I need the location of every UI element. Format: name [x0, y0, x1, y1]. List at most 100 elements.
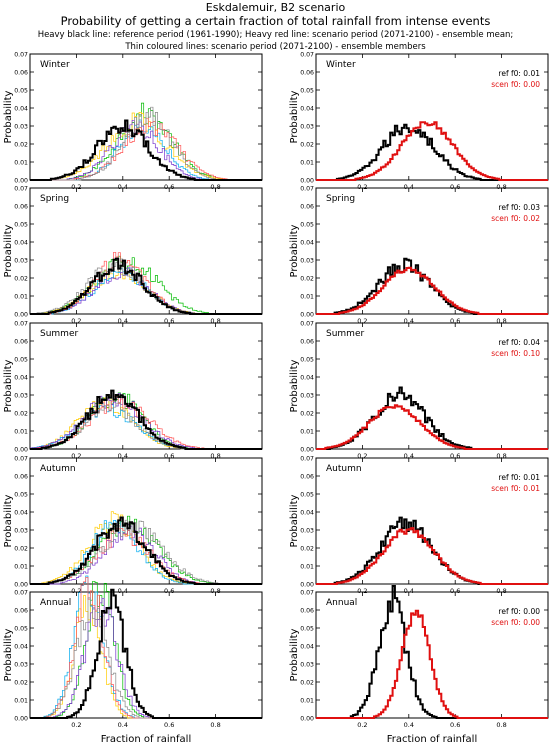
y-tick-label: 0.03 [14, 258, 28, 265]
season-label: Spring [326, 194, 355, 204]
ref-f0-label: ref f0: 0.03 [498, 203, 540, 212]
y-tick-label: 0.01 [14, 294, 28, 301]
y-tick-label: 0.05 [300, 222, 314, 229]
x-tick-label: 0.6 [164, 183, 174, 191]
ensemble-member-series [30, 106, 262, 181]
scenario-mean-series [316, 266, 548, 315]
y-tick-label: 0.06 [14, 608, 28, 615]
y-axis-label: Probability [3, 90, 14, 143]
panel-annual-ensemble-members: 0.00 0.01 0.02 0.03 0.04 0.05 0.06 0.07 0.2 0.4 0.… [3, 575, 263, 745]
panel-summer-comparison: 0.00 0.01 0.02 0.03 0.04 0.05 0.06 0.07 0.2 0.4 0.… [289, 321, 549, 460]
y-tick-label: 0.03 [300, 393, 314, 400]
x-tick-label: 0.4 [404, 317, 414, 325]
plot-frame [315, 457, 549, 585]
y-tick-label: 0.04 [300, 240, 314, 247]
x-tick-label: 0.2 [357, 587, 367, 595]
y-tick-label: 0.05 [14, 88, 28, 95]
scenario-mean-series [316, 609, 548, 719]
y-tick-label: 0.03 [14, 393, 28, 400]
ref-f0-label: ref f0: 0.01 [498, 473, 540, 482]
y-axis-label: Probability [3, 359, 14, 412]
y-tick-label: 0.05 [14, 492, 28, 499]
y-tick-label: 0.04 [14, 106, 28, 113]
panel-autumn-ensemble-members: 0.00 0.01 0.02 0.03 0.04 0.05 0.06 0.07 0.2 0.4 0.… [3, 456, 263, 595]
y-tick-label: 0.04 [14, 375, 28, 382]
x-tick-label: 0.4 [404, 721, 414, 729]
x-tick-label: 0.2 [71, 452, 81, 460]
y-tick-label: 0.02 [300, 546, 314, 553]
y-axis-label: Probability [3, 224, 14, 277]
season-label: Spring [40, 194, 69, 204]
ref-f0-label: ref f0: 0.04 [498, 338, 540, 347]
x-tick-label: 0.8 [496, 587, 506, 595]
y-tick-label: 0.04 [300, 510, 314, 517]
y-tick-label: 0.05 [14, 357, 28, 364]
ensemble-member-series [30, 597, 262, 719]
y-tick-label: 0.06 [300, 608, 314, 615]
y-tick-label: 0.05 [300, 357, 314, 364]
x-tick-label: 0.6 [164, 452, 174, 460]
y-tick-label: 0.02 [14, 142, 28, 149]
y-tick-label: 0.02 [300, 276, 314, 283]
y-tick-label: 0.01 [300, 160, 314, 167]
y-tick-label: 0.03 [14, 124, 28, 131]
y-tick-label: 0.06 [300, 204, 314, 211]
y-tick-label: 0.07 [300, 186, 314, 193]
y-tick-label: 0.05 [300, 626, 314, 633]
legend-line-2: Thin coloured lines: scenario period (20… [125, 42, 426, 52]
y-tick-label: 0.02 [14, 411, 28, 418]
reference-series [30, 257, 262, 315]
season-label: Winter [40, 60, 70, 70]
x-tick-label: 0.6 [450, 317, 460, 325]
plot-frame [29, 187, 263, 315]
y-tick-label: 0.04 [300, 106, 314, 113]
scen-f0-label: scen f0: 0.00 [491, 618, 540, 627]
ref-f0-label: ref f0: 0.01 [498, 69, 540, 78]
x-tick-label: 0.8 [496, 317, 506, 325]
x-tick-label: 0.6 [164, 317, 174, 325]
season-label: Summer [326, 329, 364, 339]
y-tick-label: 0.06 [14, 204, 28, 211]
plot-frame [29, 53, 263, 181]
y-tick-label: 0.06 [14, 474, 28, 481]
plot-frame [315, 53, 549, 181]
y-tick-label: 0.01 [14, 160, 28, 167]
x-tick-label: 0.8 [496, 183, 506, 191]
y-tick-label: 0.07 [14, 186, 28, 193]
y-tick-label: 0.02 [14, 546, 28, 553]
x-tick-label: 0.8 [210, 452, 220, 460]
y-tick-label: 0.01 [300, 294, 314, 301]
scenario-mean-series [316, 121, 548, 181]
x-tick-label: 0.4 [118, 587, 128, 595]
x-tick-label: 0.8 [496, 452, 506, 460]
y-tick-label: 0.06 [300, 70, 314, 77]
reference-series [30, 119, 262, 181]
y-tick-label: 0.00 [14, 716, 28, 723]
x-tick-label: 0.4 [404, 452, 414, 460]
plot-frame [29, 591, 263, 719]
plot-frame [29, 322, 263, 450]
scen-f0-label: scen f0: 0.00 [491, 80, 540, 89]
y-tick-label: 0.03 [300, 528, 314, 535]
y-tick-label: 0.02 [14, 276, 28, 283]
scen-f0-label: scen f0: 0.02 [491, 214, 540, 223]
scenario-mean-series [316, 527, 548, 585]
y-tick-label: 0.07 [300, 52, 314, 59]
y-tick-label: 0.05 [14, 626, 28, 633]
plot-frame [29, 457, 263, 585]
y-tick-label: 0.06 [14, 339, 28, 346]
y-axis-label: Probability [289, 628, 300, 681]
y-tick-label: 0.05 [300, 492, 314, 499]
y-tick-label: 0.07 [300, 590, 314, 597]
season-label: Annual [326, 598, 357, 608]
y-tick-label: 0.01 [14, 564, 28, 571]
x-tick-label: 0.4 [404, 183, 414, 191]
reference-series [316, 123, 548, 181]
y-tick-label: 0.07 [14, 590, 28, 597]
x-axis-label: Fraction of rainfall [387, 734, 477, 745]
y-tick-label: 0.04 [14, 510, 28, 517]
x-tick-label: 0.2 [357, 183, 367, 191]
plot-frame [315, 187, 549, 315]
y-tick-label: 0.03 [14, 662, 28, 669]
y-tick-label: 0.04 [14, 644, 28, 651]
